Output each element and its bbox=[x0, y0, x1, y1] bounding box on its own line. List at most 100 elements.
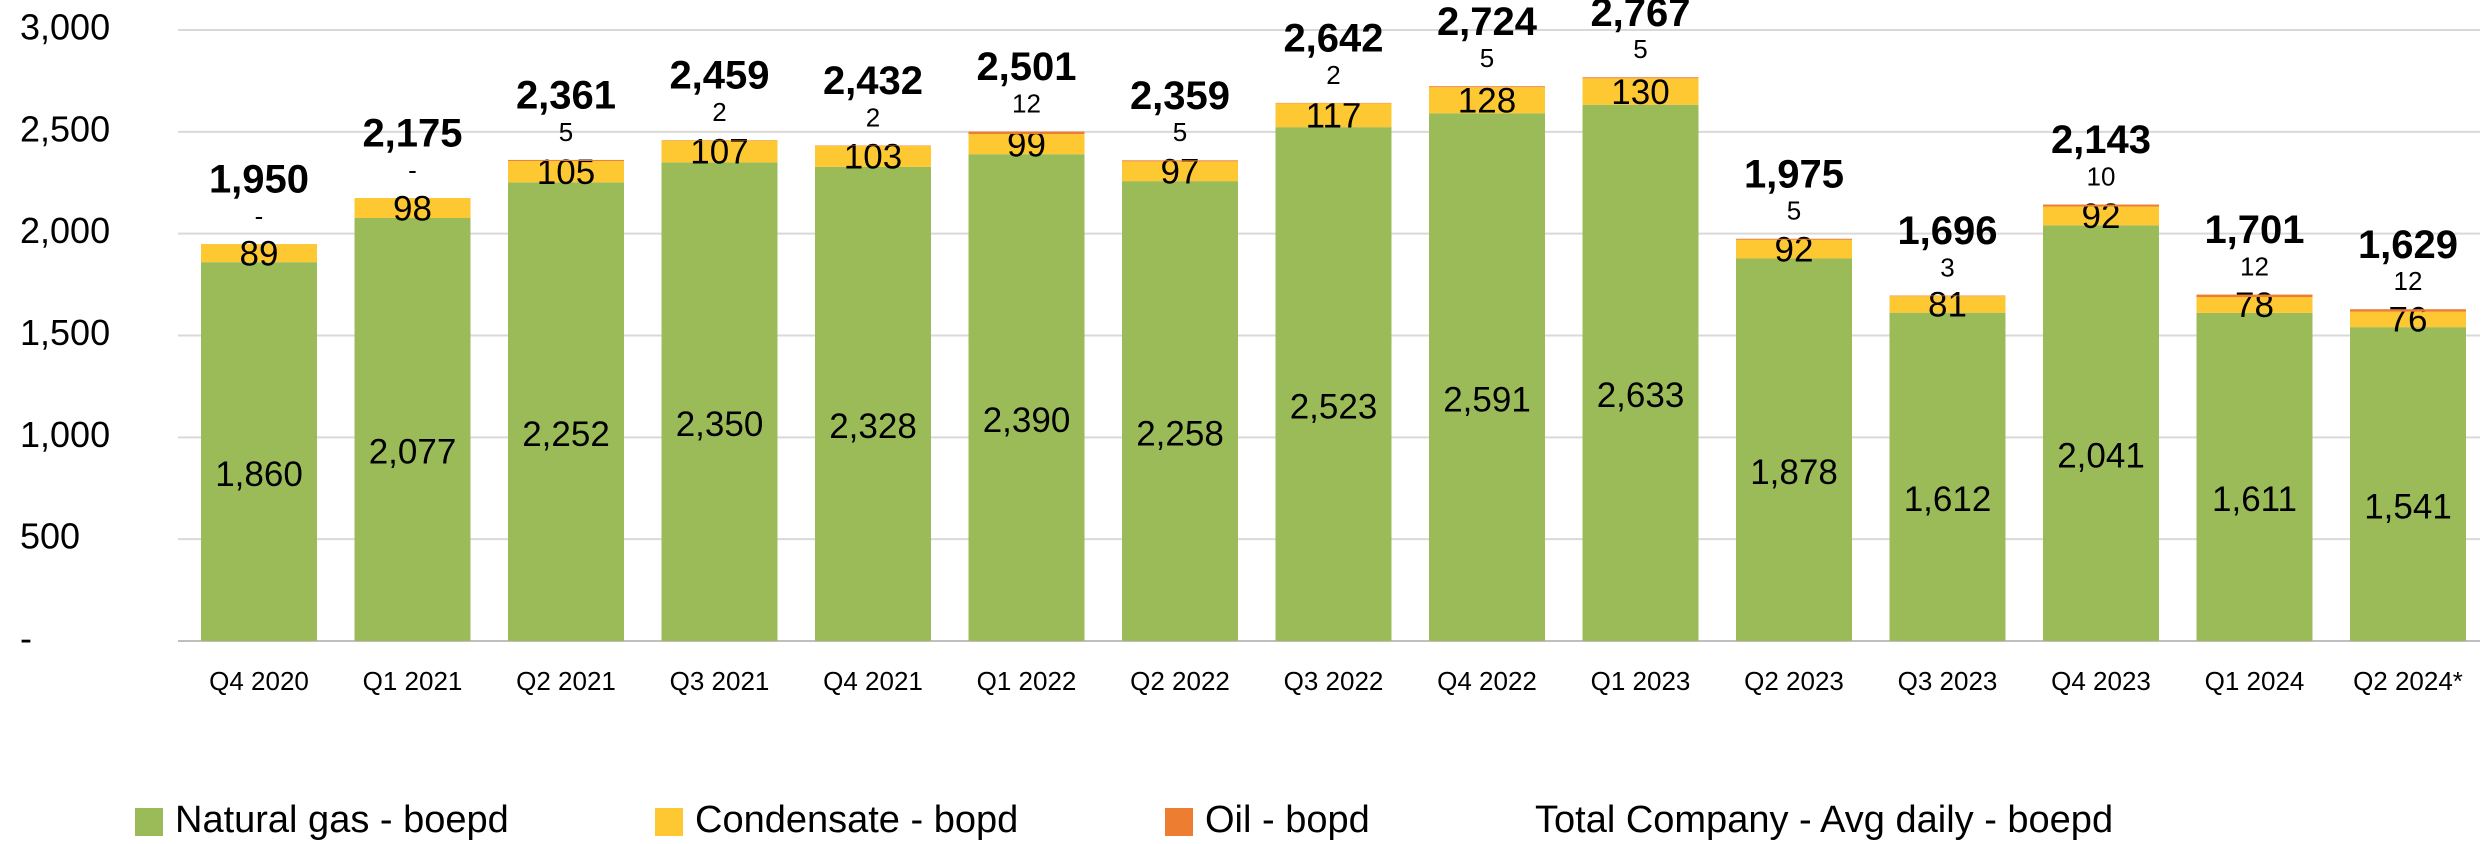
x-tick-label: Q1 2024 bbox=[2205, 666, 2305, 696]
data-label: 117 bbox=[1306, 96, 1362, 135]
x-tick-label: Q3 2022 bbox=[1284, 666, 1384, 696]
total-label: 2,143 bbox=[2051, 118, 2151, 162]
total-label: 1,696 bbox=[1897, 209, 1997, 253]
data-label: 2,041 bbox=[2057, 436, 2145, 475]
data-label: 99 bbox=[1007, 125, 1046, 164]
x-tick-label: Q2 2022 bbox=[1130, 666, 1230, 696]
bar-segment bbox=[2043, 204, 2159, 207]
bar-segment bbox=[1582, 77, 1699, 79]
data-label: 76 bbox=[2389, 301, 2428, 340]
total-label: 1,629 bbox=[2358, 223, 2458, 267]
x-tick-label: Q4 2023 bbox=[2051, 666, 2151, 696]
data-label: 5 bbox=[1633, 34, 1647, 64]
data-label: 5 bbox=[1787, 196, 1801, 226]
legend-label: Total Company - Avg daily - boepd bbox=[1535, 799, 2113, 841]
legend-swatch bbox=[135, 808, 163, 836]
data-label: 12 bbox=[2240, 251, 2269, 281]
bar-segment bbox=[1275, 127, 1392, 642]
data-label: - bbox=[408, 155, 417, 185]
data-label: 81 bbox=[1928, 286, 1967, 325]
data-label: 128 bbox=[1458, 82, 1516, 121]
data-label: 12 bbox=[1012, 89, 1041, 119]
data-label: 5 bbox=[1173, 117, 1187, 147]
bar-segment bbox=[508, 160, 624, 183]
data-label: 98 bbox=[393, 189, 432, 228]
bar-segment bbox=[1889, 312, 2006, 641]
bar-segment bbox=[661, 162, 778, 641]
bar-segment bbox=[2196, 312, 2313, 641]
data-label: 107 bbox=[690, 133, 748, 172]
data-label: 97 bbox=[1161, 152, 1200, 191]
y-tick-label: 1,500 bbox=[20, 312, 110, 353]
data-label: 103 bbox=[844, 138, 902, 177]
data-label: 2,390 bbox=[983, 401, 1071, 440]
bar-segment bbox=[968, 134, 1085, 155]
bar-segment bbox=[2350, 311, 2466, 328]
bar-segment bbox=[815, 166, 931, 641]
total-label: 2,724 bbox=[1437, 0, 1538, 44]
y-tick-label: 3,000 bbox=[20, 7, 110, 48]
y-tick-label: 2,000 bbox=[20, 210, 110, 251]
legend-label: Oil - bopd bbox=[1205, 799, 1370, 841]
x-tick-label: Q4 2021 bbox=[823, 666, 923, 696]
x-tick-label: Q3 2021 bbox=[670, 666, 770, 696]
data-label: 89 bbox=[240, 234, 279, 273]
x-tick-label: Q2 2023 bbox=[1744, 666, 1844, 696]
bar-segment bbox=[1889, 296, 2006, 313]
x-tick-label: Q1 2023 bbox=[1591, 666, 1691, 696]
legend-swatch bbox=[1165, 808, 1193, 836]
y-tick-label: 500 bbox=[20, 516, 80, 557]
bar-segment bbox=[1275, 103, 1392, 128]
legend-swatch bbox=[655, 808, 683, 836]
y-tick-label: 2,500 bbox=[20, 108, 110, 149]
bar-segment bbox=[815, 145, 931, 167]
data-label: 2,328 bbox=[829, 407, 917, 446]
data-label: 2,591 bbox=[1443, 380, 1531, 419]
data-label: 105 bbox=[537, 153, 595, 192]
total-label: 2,642 bbox=[1283, 16, 1383, 60]
legend-label: Natural gas - boepd bbox=[175, 799, 509, 841]
total-label: 1,975 bbox=[1744, 152, 1844, 196]
bar-segment bbox=[508, 182, 624, 642]
bar-segment bbox=[1736, 258, 1852, 641]
bar-segment bbox=[661, 140, 778, 163]
total-label: 2,767 bbox=[1590, 0, 1690, 35]
data-label: 130 bbox=[1611, 73, 1669, 112]
y-tick-label: - bbox=[20, 618, 32, 659]
bar-segment bbox=[1429, 86, 1545, 88]
data-label: 1,878 bbox=[1750, 453, 1838, 492]
data-label: 2,077 bbox=[369, 433, 457, 472]
bar-segment bbox=[1582, 78, 1699, 105]
bar-segment bbox=[354, 198, 471, 218]
legend-label: Condensate - bopd bbox=[695, 799, 1018, 841]
bar-segment bbox=[508, 159, 624, 161]
data-label: 2,523 bbox=[1290, 387, 1378, 426]
bar-segment bbox=[1122, 161, 1238, 182]
bar-segment bbox=[968, 131, 1085, 135]
bar-segment bbox=[2196, 294, 2313, 298]
bar-segment bbox=[2043, 225, 2159, 641]
x-tick-label: Q4 2020 bbox=[209, 666, 309, 696]
x-tick-label: Q3 2023 bbox=[1898, 666, 1998, 696]
bar-segment bbox=[1889, 295, 2006, 297]
data-label: 1,612 bbox=[1904, 480, 1992, 519]
total-label: 1,950 bbox=[209, 158, 309, 202]
bar-segment bbox=[1122, 160, 1238, 162]
bar-segment bbox=[1736, 238, 1852, 240]
data-label: 2 bbox=[1326, 60, 1340, 90]
data-label: 92 bbox=[2082, 197, 2121, 236]
x-tick-label: Q2 2021 bbox=[516, 666, 616, 696]
bar-segment bbox=[2043, 206, 2159, 226]
x-tick-label: Q1 2021 bbox=[363, 666, 463, 696]
data-label: 2,350 bbox=[676, 405, 764, 444]
data-label: 2 bbox=[866, 102, 880, 132]
bar-segment bbox=[354, 217, 471, 642]
bar-segment bbox=[1736, 239, 1852, 259]
total-label: 2,359 bbox=[1130, 74, 1230, 118]
bar-segment bbox=[1122, 181, 1238, 641]
data-label: 92 bbox=[1775, 230, 1814, 269]
bar-segment bbox=[1429, 87, 1545, 114]
data-label: 2,633 bbox=[1597, 376, 1685, 415]
data-label: 2,252 bbox=[522, 415, 610, 454]
